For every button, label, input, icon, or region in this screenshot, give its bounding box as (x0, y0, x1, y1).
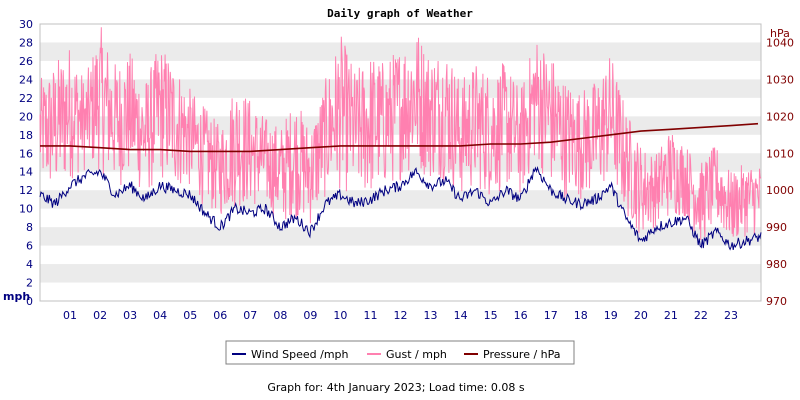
x-tick-label: 20 (634, 309, 648, 322)
left-tick-label: 10 (19, 203, 33, 216)
x-tick-label: 04 (153, 309, 167, 322)
right-tick-label: 1010 (766, 147, 794, 160)
left-tick-label: 28 (19, 36, 33, 49)
left-tick-label: 20 (19, 110, 33, 123)
x-tick-label: 15 (484, 309, 498, 322)
left-tick-label: 2 (26, 277, 33, 290)
left-tick-label: 18 (19, 129, 33, 142)
left-tick-label: 26 (19, 55, 33, 68)
left-tick-label: 6 (26, 240, 33, 253)
left-tick-label: 0 (26, 295, 33, 308)
right-tick-label: 1020 (766, 110, 794, 123)
pressure-line (40, 122, 759, 153)
x-tick-label: 10 (333, 309, 347, 322)
right-tick-label: 1000 (766, 184, 794, 197)
left-tick-label: 30 (19, 18, 33, 31)
left-tick-label: 12 (19, 184, 33, 197)
right-tick-label: 970 (766, 295, 787, 308)
left-tick-label: 16 (19, 147, 33, 160)
gust-series (39, 27, 762, 241)
grid-band (40, 42, 761, 61)
x-tick-label: 13 (424, 309, 438, 322)
wind-speed-series (39, 166, 762, 251)
left-tick-label: 8 (26, 221, 33, 234)
x-tick-label: 08 (273, 309, 287, 322)
left-tick-label: 24 (19, 73, 33, 86)
plot-frame (39, 23, 762, 302)
x-tick-label: 17 (544, 309, 558, 322)
right-tick-label: 1030 (766, 73, 794, 86)
pressure-series (40, 122, 759, 153)
left-tick-label: 14 (19, 166, 33, 179)
left-axis-unit: mph (3, 290, 30, 303)
x-tick-label: 21 (664, 309, 678, 322)
x-tick-label: 22 (694, 309, 708, 322)
chart-title: Daily graph of Weather (327, 7, 473, 20)
right-axis-ticks: 970 980 990 1000 1010 1020 1030 1040 (766, 36, 794, 308)
x-tick-label: 12 (394, 309, 408, 322)
x-tick-label: 06 (213, 309, 227, 322)
x-tick-label: 19 (604, 309, 618, 322)
wind-speed-line (39, 166, 762, 251)
x-tick-label: 14 (454, 309, 468, 322)
x-tick-label: 18 (574, 309, 588, 322)
legend-label-wind: Wind Speed /mph (251, 348, 349, 361)
x-tick-label: 01 (63, 309, 77, 322)
footer-text: Graph for: 4th January 2023; Load time: … (267, 381, 524, 394)
x-tick-label: 03 (123, 309, 137, 322)
legend: Wind Speed /mph Gust / mph Pressure / hP… (225, 340, 575, 365)
grid-band (40, 227, 761, 246)
legend-label-gust: Gust / mph (386, 348, 447, 361)
x-axis-ticks: 01 02 03 04 05 06 07 08 09 10 11 12 13 14 15 16 17 18 19 20… (63, 309, 738, 322)
left-tick-label: 22 (19, 92, 33, 105)
x-tick-label: 07 (243, 309, 257, 322)
grid-band (40, 264, 761, 283)
gust-line (39, 27, 762, 241)
x-tick-label: 05 (183, 309, 197, 322)
legend-label-pressure: Pressure / hPa (483, 348, 561, 361)
legend-box (225, 340, 575, 365)
grid-band (40, 79, 761, 98)
right-tick-label: 1040 (766, 36, 794, 49)
right-tick-label: 980 (766, 258, 787, 271)
right-tick-label: 990 (766, 221, 787, 234)
right-axis-unit: hPa (770, 27, 790, 40)
x-tick-label: 16 (514, 309, 528, 322)
left-tick-label: 4 (26, 258, 33, 271)
x-tick-label: 11 (363, 309, 377, 322)
x-tick-label: 02 (93, 309, 107, 322)
x-tick-label: 09 (303, 309, 317, 322)
x-tick-label: 23 (724, 309, 738, 322)
